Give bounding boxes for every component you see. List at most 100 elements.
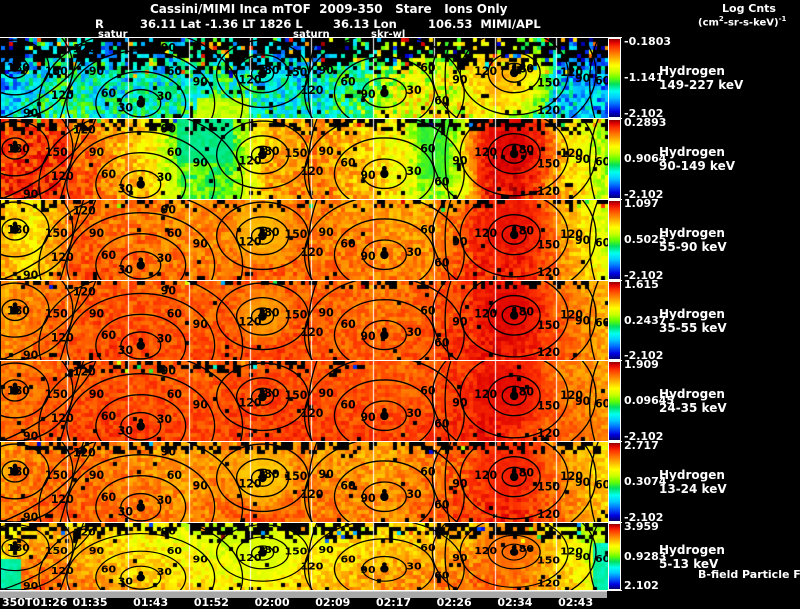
contour-label: 60 — [595, 236, 608, 249]
saturn-marker-dot — [258, 231, 267, 241]
contour-label: 90 — [161, 41, 176, 54]
colorbar — [608, 38, 621, 118]
saturn-marker-dot — [260, 147, 265, 153]
pitch-angle-contour — [66, 211, 216, 280]
contour-label: 180 — [257, 387, 280, 400]
pitch-angle-contour — [1, 201, 50, 258]
time-tick-label: 01:35 — [72, 596, 108, 609]
contour-label: 60 — [101, 87, 116, 100]
saturn-marker-dot — [12, 221, 18, 227]
contour-label: 60 — [595, 74, 608, 87]
contour-label: 60 — [434, 417, 449, 430]
pitch-angle-contour — [120, 169, 162, 199]
pitch-angle-contour — [38, 38, 244, 118]
saturn-marker-dot — [12, 302, 18, 308]
pitch-angle-contour — [38, 281, 244, 360]
contour-label: 60 — [420, 384, 435, 397]
contour-label: 90 — [23, 107, 38, 118]
contour-label: 60 — [167, 388, 182, 401]
contour-label: 90 — [575, 552, 590, 563]
pitch-angle-contour — [250, 145, 275, 164]
pitch-angle-contour — [66, 453, 216, 522]
species-label: Hydrogen — [659, 226, 725, 240]
contour-label: 120 — [474, 469, 497, 482]
time-tick-label: 350T01:26 — [2, 596, 68, 609]
pitch-angle-contour — [250, 545, 275, 561]
contour-label: 90 — [452, 315, 467, 328]
species-label: Hydrogen — [659, 387, 725, 401]
satur-marker-label: satur — [98, 29, 128, 40]
saturn-marker-dot — [136, 260, 145, 270]
panel-energy-label: Hydrogen 24-35 keV — [659, 387, 727, 415]
pitch-angle-contour — [120, 331, 162, 360]
pitch-angle-contour — [95, 394, 187, 441]
panel-hydrogen-90-149-kev: 180 150 120 90 120 90 60 30 30 60 90 90 120 180 150 120… — [1, 119, 608, 199]
contour-label: 90 — [575, 234, 590, 247]
contour-label: 120 — [537, 578, 560, 589]
pitch-angle-contour — [235, 377, 290, 417]
pitch-angle-contour — [333, 538, 435, 590]
contour-label: 180 — [511, 143, 534, 156]
colorbar-scale-bottom: -2.102 — [624, 349, 664, 362]
saturn-marker-dot — [260, 546, 265, 551]
colorbar-scale-mid: 0.3074 — [624, 475, 667, 488]
saturn-marker-dot — [12, 140, 18, 146]
contour-label: 120 — [51, 170, 74, 183]
contour-label: 120 — [73, 446, 96, 459]
contour-label: 90 — [318, 387, 333, 400]
contour-label: 60 — [167, 65, 182, 78]
contour-label: 90 — [575, 314, 590, 327]
contour-label: 120 — [301, 488, 324, 501]
energy-range-label: 90-149 keV — [659, 159, 735, 173]
pitch-angle-contour — [459, 523, 569, 588]
pitch-angle-contour — [59, 361, 85, 441]
contour-label: 90 — [575, 395, 590, 408]
pitch-angle-contour — [95, 313, 187, 360]
contour-label: 90 — [161, 364, 176, 377]
contour-label: 90 — [318, 468, 333, 481]
contour-label: 120 — [537, 346, 560, 359]
panel-separator-line — [0, 199, 622, 200]
saturn-marker-dot — [380, 250, 389, 260]
pitch-angle-contour — [361, 400, 407, 432]
pitch-angle-contour — [501, 305, 527, 326]
contour-label: 150 — [285, 147, 308, 160]
pitch-angle-contour — [333, 379, 435, 441]
species-label: Hydrogen — [659, 542, 725, 557]
contour-label: 30 — [118, 101, 133, 114]
contour-label: 90 — [89, 146, 104, 159]
contour-label: 120 — [560, 389, 583, 402]
pitch-angle-contour — [589, 200, 599, 280]
contour-label: 90 — [318, 545, 333, 556]
contour-label: 60 — [434, 336, 449, 349]
contour-label: 60 — [340, 237, 355, 250]
pitch-angle-contour — [431, 523, 597, 590]
contour-label: 30 — [157, 413, 172, 426]
contour-label: 150 — [537, 399, 560, 412]
scrollbar-track[interactable] — [0, 591, 607, 598]
contour-label: 30 — [118, 263, 133, 276]
contour-label: 150 — [45, 65, 68, 78]
contour-label: 120 — [560, 308, 583, 321]
contour-label: 90 — [89, 469, 104, 482]
contour-label: 120 — [474, 545, 497, 556]
pitch-angle-contour — [95, 233, 187, 280]
contour-label: 180 — [257, 545, 280, 556]
contour-label: 90 — [318, 306, 333, 319]
saturn-marker-dot — [10, 386, 20, 395]
contour-label: 60 — [101, 410, 116, 423]
contour-label: 120 — [51, 89, 74, 102]
pitch-angle-contour — [431, 281, 597, 360]
contour-label: 90 — [575, 153, 590, 166]
contour-label: 150 — [537, 319, 560, 332]
contour-label: 120 — [560, 470, 583, 483]
contour-label: 180 — [7, 223, 30, 236]
contour-label: 60 — [101, 168, 116, 181]
contour-label: 90 — [23, 188, 38, 199]
pitch-angle-contour — [1, 120, 50, 177]
contour-label: 120 — [73, 42, 96, 55]
contour-label: 150 — [537, 76, 560, 89]
units-mid: -sr-s-keV) — [723, 17, 779, 29]
